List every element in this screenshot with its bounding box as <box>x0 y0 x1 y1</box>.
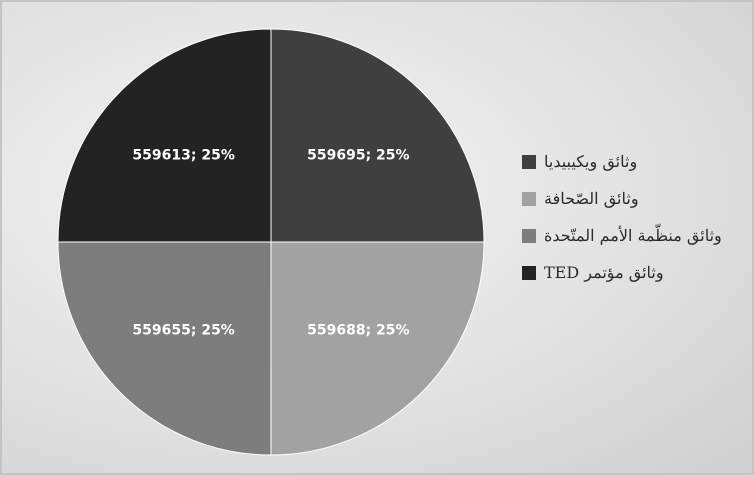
legend-item-press: وثائق الصّحافة <box>522 189 722 208</box>
data-label: 559613; 25% <box>132 148 234 164</box>
slice-wikipedia <box>270 28 485 243</box>
legend-item-wikipedia: وثائق ويكيبيديا <box>522 152 722 171</box>
data-label: 559695; 25% <box>307 148 409 164</box>
legend-swatch-press <box>522 191 536 206</box>
data-label: 559655; 25% <box>132 322 234 338</box>
legend-label-un: وثائق منظّمة الأمم المتّحدة <box>544 226 722 245</box>
pie-data-labels: 559695; 25% 559688; 25% 559655; 25% 559613;… <box>126 139 416 343</box>
legend: وثائق ويكيبيديا وثائق الصّحافة وثائق منظ… <box>522 152 722 282</box>
legend-item-un: وثائق منظّمة الأمم المتّحدة <box>522 226 722 245</box>
legend-swatch-wikipedia <box>522 154 536 169</box>
legend-swatch-un <box>522 228 536 243</box>
legend-label-ted: وثائق مؤتمر TED <box>544 263 664 282</box>
legend-label-wikipedia: وثائق ويكيبيديا <box>544 152 638 171</box>
data-label-box <box>301 139 416 168</box>
data-label-box <box>126 139 241 168</box>
data-label: 559688; 25% <box>307 322 409 338</box>
slice-un <box>57 241 272 456</box>
slice-press <box>270 241 485 456</box>
data-label-box <box>126 314 241 343</box>
legend-item-ted: وثائق مؤتمر TED <box>522 263 722 282</box>
data-label-box <box>301 314 416 343</box>
legend-label-press: وثائق الصّحافة <box>544 189 639 208</box>
slice-ted <box>57 28 272 243</box>
pie-slices <box>57 28 485 456</box>
legend-swatch-ted <box>522 265 536 280</box>
